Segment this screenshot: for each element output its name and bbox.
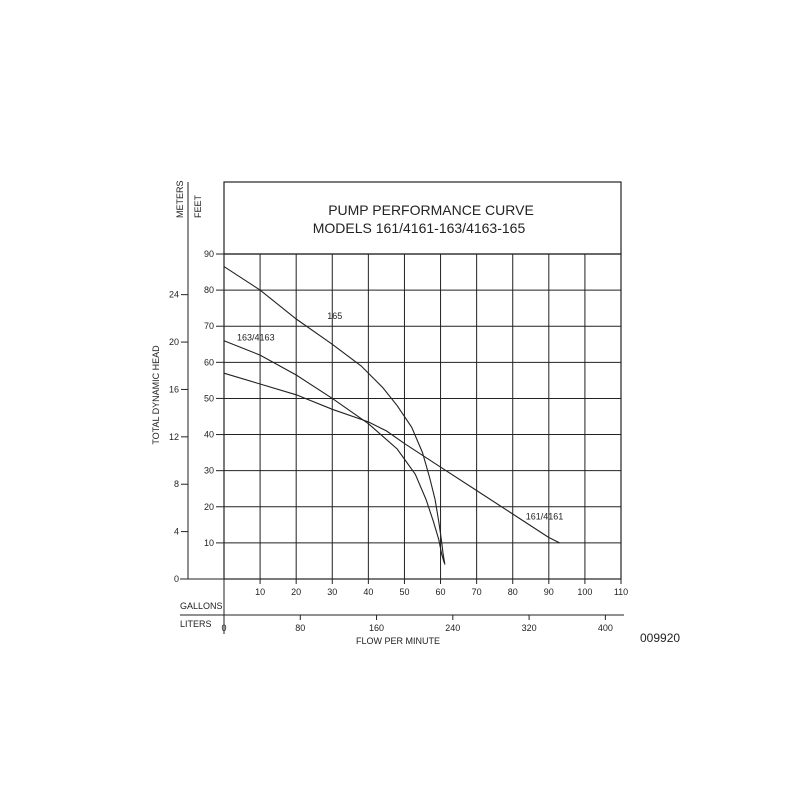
- liter-tick-label: 240: [445, 623, 460, 633]
- curve-165: [223, 266, 446, 565]
- liters-unit-label: LITERS: [180, 619, 212, 629]
- liter-tick-label: 400: [598, 623, 613, 633]
- curve-161-4161: [223, 372, 560, 544]
- gallon-tick-label: 20: [291, 587, 301, 597]
- liter-tick-label: 320: [522, 623, 537, 633]
- performance-curves: 165 163/4163 161/4161: [223, 266, 564, 565]
- meter-tick-label: 16: [169, 384, 179, 394]
- liter-tick-label: 0: [221, 623, 226, 633]
- gallon-tick-label: 100: [577, 587, 592, 597]
- liter-tick-labels: 0 80 160 240 320 400: [221, 615, 613, 633]
- gallon-tick-label: 40: [363, 587, 373, 597]
- meters-unit-label: METERS: [175, 180, 185, 218]
- figure-code: 009920: [640, 631, 680, 645]
- feet-tick-label: 50: [204, 393, 214, 403]
- meter-tick-label: 12: [169, 432, 179, 442]
- feet-tick-label: 60: [204, 357, 214, 367]
- feet-unit-label: FEET: [193, 194, 203, 218]
- liter-tick-label: 160: [369, 623, 384, 633]
- x-axis-label: FLOW PER MINUTE: [356, 636, 440, 646]
- feet-tick-labels: 10 20 30 40 50 60 70 80 90: [204, 249, 224, 548]
- curve-label-161-4161: 161/4161: [526, 511, 564, 521]
- feet-tick-label: 70: [204, 321, 214, 331]
- chart-subtitle: MODELS 161/4161-163/4163-165: [313, 220, 526, 236]
- gallon-tick-label: 90: [544, 587, 554, 597]
- curve-label-163-4163: 163/4163: [237, 333, 275, 343]
- curve-label-165: 165: [327, 311, 342, 321]
- grid: [224, 254, 621, 579]
- title-box: [223, 181, 622, 255]
- feet-tick-label: 10: [204, 538, 214, 548]
- gallon-tick-label: 50: [399, 587, 409, 597]
- meter-tick-labels: 0 4 8 12 16 20 24: [169, 290, 188, 584]
- meter-tick-label: 8: [174, 479, 179, 489]
- curve-163-4163: [223, 340, 445, 563]
- feet-tick-label: 30: [204, 466, 214, 476]
- gallons-unit-label: GALLONS: [180, 601, 223, 611]
- gallon-tick-label: 30: [327, 587, 337, 597]
- gallon-tick-label: 70: [472, 587, 482, 597]
- plot-frame: [223, 253, 622, 580]
- y-axis-label: TOTAL DYNAMIC HEAD: [151, 345, 161, 445]
- chart-title: PUMP PERFORMANCE CURVE: [328, 202, 534, 218]
- feet-tick-label: 20: [204, 502, 214, 512]
- meter-tick-label: 0: [174, 574, 179, 584]
- gallon-tick-labels: 10 20 30 40 50 60 70 80 90 100 110: [255, 579, 628, 597]
- feet-tick-label: 90: [204, 249, 214, 259]
- gallon-tick-label: 60: [436, 587, 446, 597]
- gallon-tick-label: 110: [614, 587, 628, 597]
- gallon-tick-label: 80: [508, 587, 518, 597]
- meter-tick-label: 4: [174, 527, 179, 537]
- liter-tick-label: 80: [295, 623, 305, 633]
- feet-tick-label: 40: [204, 430, 214, 440]
- gallon-tick-label: 10: [255, 587, 265, 597]
- feet-tick-label: 80: [204, 285, 214, 295]
- meter-tick-label: 24: [169, 290, 179, 300]
- meter-tick-label: 20: [169, 337, 179, 347]
